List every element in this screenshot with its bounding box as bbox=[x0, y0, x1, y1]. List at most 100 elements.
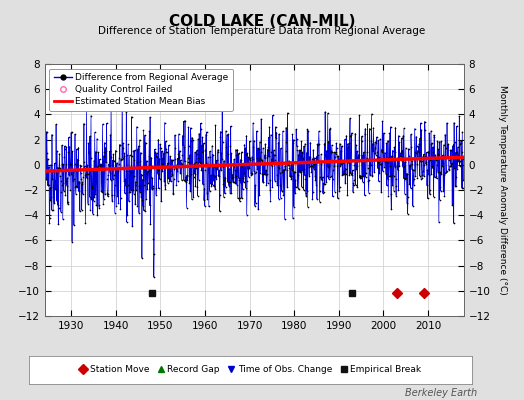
Point bbox=[79, 159, 88, 166]
Point bbox=[51, 186, 59, 192]
Point bbox=[134, 146, 142, 152]
Point bbox=[259, 179, 268, 185]
Point bbox=[43, 150, 51, 156]
Point bbox=[343, 192, 352, 198]
Point bbox=[450, 120, 458, 126]
Point bbox=[59, 161, 67, 168]
Point bbox=[402, 175, 410, 181]
Point bbox=[326, 174, 334, 181]
Point bbox=[387, 153, 396, 159]
Point bbox=[276, 195, 285, 201]
Point bbox=[348, 167, 357, 174]
Point bbox=[364, 190, 373, 196]
Point bbox=[384, 138, 392, 144]
Point bbox=[126, 164, 135, 170]
Point bbox=[327, 173, 335, 179]
Point bbox=[271, 124, 280, 130]
Point bbox=[308, 196, 316, 202]
Point bbox=[176, 170, 184, 176]
Point bbox=[131, 201, 139, 208]
Point bbox=[199, 148, 208, 154]
Point bbox=[287, 162, 295, 169]
Point bbox=[126, 189, 134, 195]
Point bbox=[300, 143, 308, 149]
Point bbox=[373, 134, 381, 140]
Point bbox=[248, 156, 257, 162]
Point bbox=[185, 180, 194, 186]
Point bbox=[192, 151, 201, 158]
Point bbox=[447, 163, 456, 170]
Point bbox=[257, 158, 266, 164]
Point bbox=[258, 156, 266, 163]
Point bbox=[307, 158, 315, 165]
Point bbox=[70, 176, 79, 182]
Point bbox=[157, 161, 166, 168]
Point bbox=[323, 159, 332, 166]
Point bbox=[275, 131, 283, 137]
Point bbox=[79, 191, 87, 197]
Point bbox=[146, 221, 155, 227]
Point bbox=[51, 178, 60, 184]
Point bbox=[308, 163, 316, 169]
Point bbox=[374, 137, 383, 144]
Point bbox=[254, 145, 262, 151]
Point bbox=[331, 188, 339, 195]
Point bbox=[431, 154, 439, 160]
Point bbox=[434, 219, 443, 226]
Point bbox=[361, 192, 369, 198]
Point bbox=[375, 178, 383, 184]
Point bbox=[427, 128, 435, 134]
Point bbox=[427, 171, 435, 177]
Point bbox=[306, 139, 314, 146]
Point bbox=[386, 124, 395, 130]
Point bbox=[111, 182, 119, 188]
Point bbox=[74, 144, 83, 151]
Point bbox=[440, 193, 449, 199]
Point bbox=[312, 153, 321, 160]
Point bbox=[218, 100, 226, 106]
Point bbox=[385, 154, 393, 160]
Point bbox=[341, 136, 349, 143]
Point bbox=[419, 153, 428, 160]
Point bbox=[208, 142, 216, 149]
Point bbox=[358, 133, 366, 139]
Point bbox=[345, 140, 353, 146]
Point bbox=[238, 163, 246, 169]
Point bbox=[322, 179, 331, 185]
Point bbox=[403, 210, 412, 217]
Point bbox=[435, 197, 444, 203]
Point bbox=[96, 162, 104, 168]
Point bbox=[197, 167, 205, 173]
Point bbox=[142, 196, 150, 202]
Point bbox=[277, 160, 286, 166]
Point bbox=[277, 145, 285, 152]
Point bbox=[188, 196, 196, 202]
Point bbox=[191, 149, 199, 156]
Point bbox=[439, 188, 447, 194]
Point bbox=[45, 164, 53, 170]
Point bbox=[136, 158, 145, 164]
Point bbox=[124, 168, 133, 174]
Point bbox=[114, 166, 122, 172]
Point bbox=[193, 184, 201, 191]
Point bbox=[67, 171, 75, 177]
Point bbox=[172, 162, 180, 168]
Point bbox=[415, 140, 423, 147]
Point bbox=[165, 178, 173, 185]
Point bbox=[381, 149, 389, 156]
Point bbox=[305, 162, 314, 169]
Point bbox=[127, 168, 135, 175]
Point bbox=[173, 155, 182, 162]
Point bbox=[258, 179, 267, 185]
Point bbox=[231, 180, 239, 186]
Point bbox=[289, 215, 297, 222]
Point bbox=[396, 155, 404, 161]
Point bbox=[253, 155, 261, 162]
Point bbox=[317, 151, 325, 158]
Point bbox=[82, 168, 90, 175]
Point bbox=[399, 175, 408, 182]
Point bbox=[177, 161, 185, 168]
Point bbox=[73, 156, 82, 163]
Point bbox=[115, 155, 124, 162]
Point bbox=[275, 165, 283, 171]
